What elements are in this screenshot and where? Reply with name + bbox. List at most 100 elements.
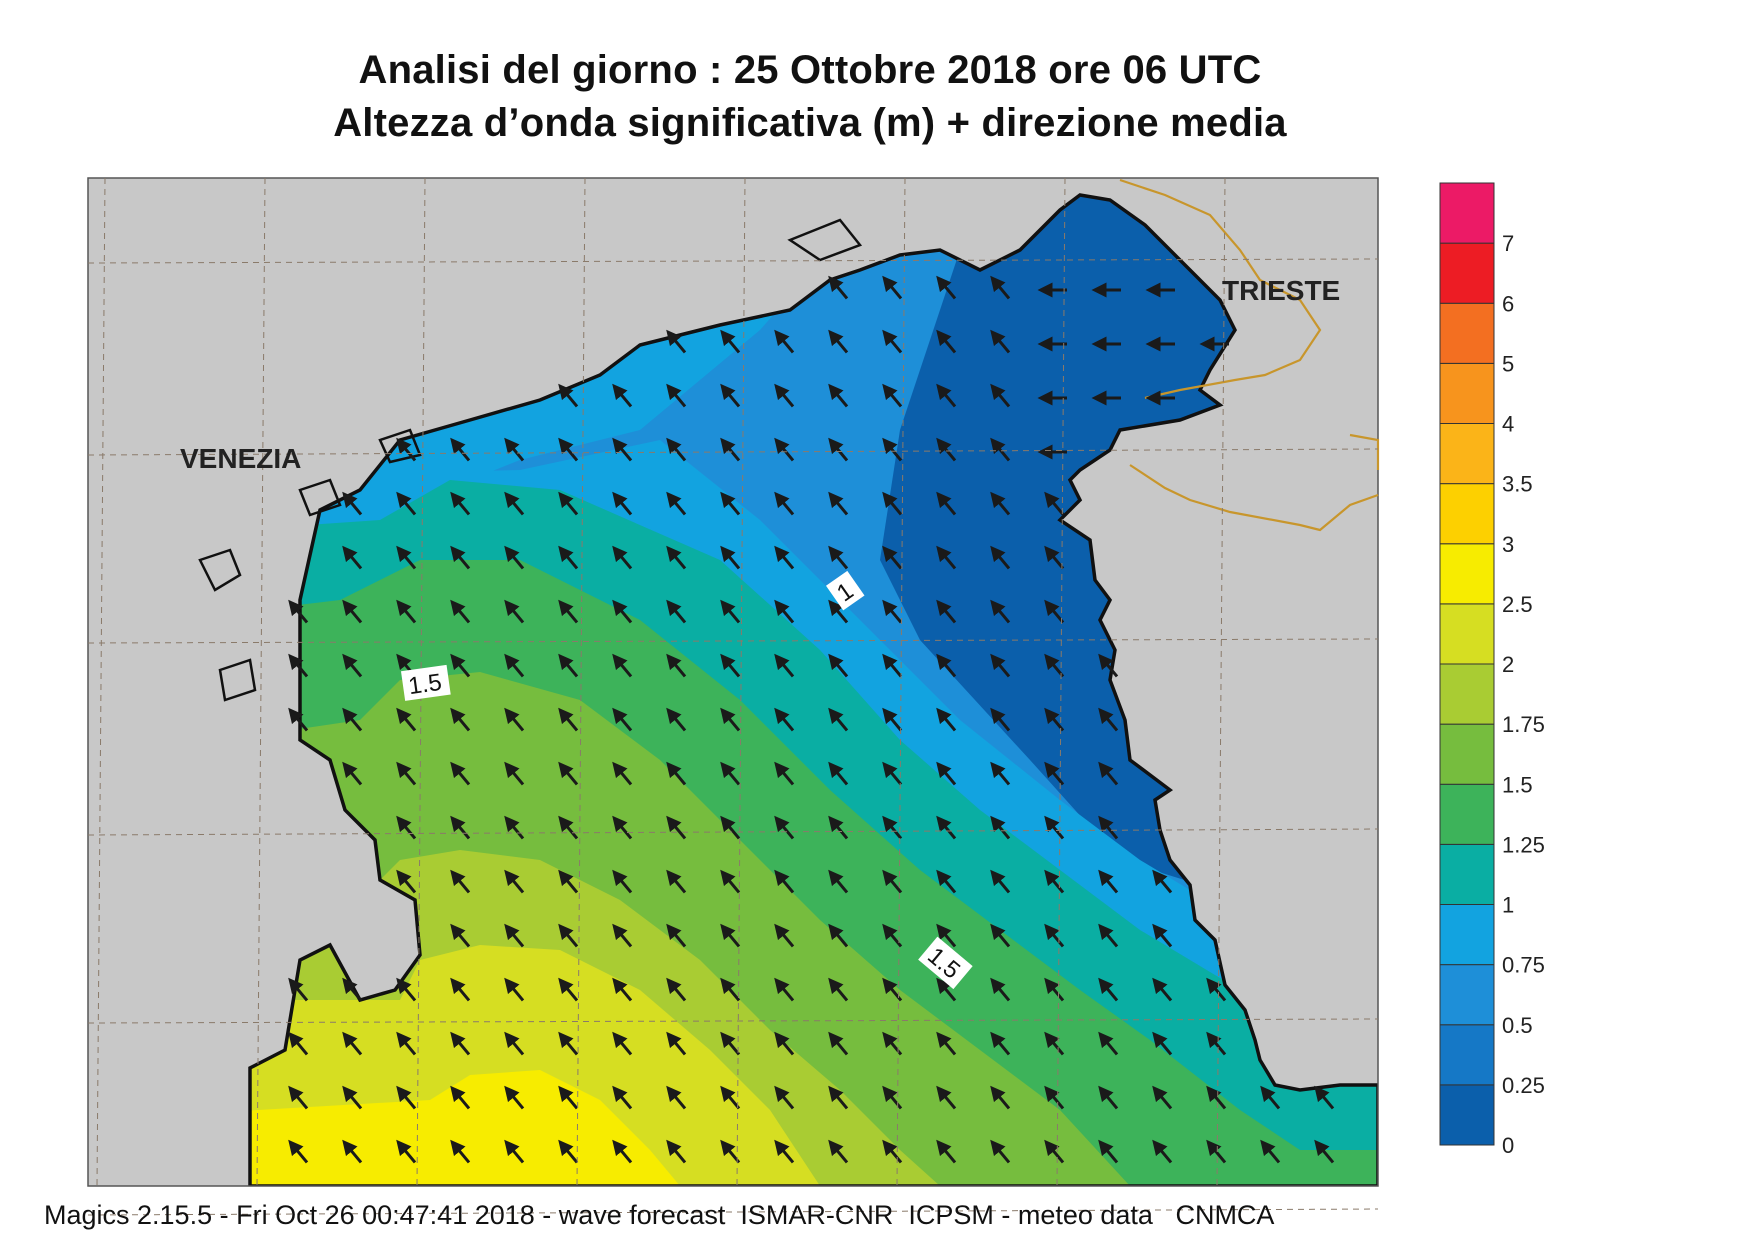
colorbar-swatch (1439, 1084, 1495, 1146)
colorbar-tick-label: 0.25 (1502, 1073, 1545, 1098)
colorbar-swatch (1439, 964, 1495, 1026)
direction-arrow (558, 437, 579, 462)
direction-arrow (774, 869, 795, 894)
direction-arrow (882, 869, 903, 894)
direction-arrow (882, 1085, 903, 1110)
direction-arrow (612, 437, 633, 462)
direction-arrow (612, 599, 633, 624)
grid-meridian (256, 177, 266, 1187)
direction-arrow (720, 1085, 741, 1110)
direction-arrow (828, 545, 849, 570)
direction-arrow (720, 923, 741, 948)
direction-arrow (1098, 815, 1119, 840)
direction-arrow (720, 437, 741, 462)
direction-arrow (720, 815, 741, 840)
direction-arrow (504, 923, 525, 948)
colorbar-tick-label: 3.5 (1502, 472, 1533, 497)
direction-arrow (720, 545, 741, 570)
direction-arrow (828, 1085, 849, 1110)
direction-arrow (936, 545, 957, 570)
contour-label-a: 1.5 (400, 664, 451, 701)
svg-text:1.5: 1.5 (407, 669, 444, 700)
direction-arrow (450, 923, 471, 948)
direction-arrow (936, 1085, 957, 1110)
direction-arrow (774, 923, 795, 948)
colorbar-tick-label: 1.75 (1502, 712, 1545, 737)
direction-arrow (990, 707, 1011, 732)
direction-arrow (450, 761, 471, 786)
direction-arrow (990, 1085, 1011, 1110)
colorbar-tick-label: 7 (1502, 231, 1514, 256)
direction-arrow (1260, 1085, 1281, 1110)
direction-arrow (396, 707, 417, 732)
direction-arrow (342, 707, 363, 732)
direction-arrow (612, 1139, 633, 1164)
grid-meridian (96, 177, 106, 1187)
colorbar-swatch (1439, 723, 1495, 785)
direction-arrow (342, 1085, 363, 1110)
colorbar-swatch (1439, 302, 1495, 364)
direction-arrow (774, 1085, 795, 1110)
direction-arrow (774, 761, 795, 786)
direction-arrow (1152, 1085, 1173, 1110)
direction-arrow (990, 329, 1011, 354)
colorbar-tick-label: 0 (1502, 1133, 1514, 1158)
grid-meridian (1056, 177, 1066, 1187)
direction-arrow (1260, 1139, 1281, 1164)
footer-credits: Magics 2.15.5 - Fri Oct 26 00:47:41 2018… (44, 1200, 1275, 1230)
direction-arrow (666, 383, 687, 408)
grid-meridian (576, 177, 586, 1187)
direction-arrow (396, 599, 417, 624)
direction-arrow (612, 923, 633, 948)
direction-arrow (558, 1139, 579, 1164)
direction-arrow (1044, 491, 1065, 516)
direction-arrow (1152, 1139, 1173, 1164)
direction-arrow (450, 815, 471, 840)
direction-arrow (342, 599, 363, 624)
direction-arrow (1098, 977, 1119, 1002)
direction-arrow (288, 1139, 309, 1164)
direction-arrow (666, 761, 687, 786)
direction-arrow (882, 599, 903, 624)
direction-arrow (450, 491, 471, 516)
direction-arrow (882, 1031, 903, 1056)
lagoon-outline-1 (298, 478, 342, 517)
direction-arrow (936, 869, 957, 894)
direction-arrow (450, 1139, 471, 1164)
direction-arrow (504, 977, 525, 1002)
direction-arrow (882, 761, 903, 786)
direction-arrow (774, 977, 795, 1002)
direction-arrow (288, 707, 309, 732)
direction-arrow (666, 869, 687, 894)
direction-arrow (558, 491, 579, 516)
direction-arrow (1044, 1139, 1065, 1164)
direction-arrow (828, 707, 849, 732)
city-label-venezia: VENEZIA (180, 443, 301, 474)
direction-arrow (828, 761, 849, 786)
grid-meridian (1216, 177, 1226, 1187)
direction-arrow (396, 815, 417, 840)
direction-arrow (504, 815, 525, 840)
direction-arrow (504, 1085, 525, 1110)
direction-arrow (342, 1031, 363, 1056)
direction-arrow (1044, 761, 1065, 786)
direction-arrow (558, 977, 579, 1002)
direction-arrow (666, 1031, 687, 1056)
direction-arrow (288, 599, 309, 624)
direction-arrow (720, 1139, 741, 1164)
direction-arrow (558, 1031, 579, 1056)
title-line-2: Altezza d’onda significativa (m) + direz… (333, 101, 1287, 145)
direction-arrow (1098, 869, 1119, 894)
direction-arrow (828, 869, 849, 894)
grid-meridian (416, 177, 426, 1187)
direction-arrow (720, 491, 741, 516)
direction-arrow (396, 491, 417, 516)
direction-arrow (990, 869, 1011, 894)
direction-arrow (1044, 1031, 1065, 1056)
direction-arrow (666, 1085, 687, 1110)
direction-arrow (936, 761, 957, 786)
direction-arrow (1044, 545, 1065, 570)
national-border (1119, 178, 1380, 532)
direction-arrow (1314, 1139, 1335, 1164)
colorbar-tick-label: 0.75 (1502, 953, 1545, 978)
